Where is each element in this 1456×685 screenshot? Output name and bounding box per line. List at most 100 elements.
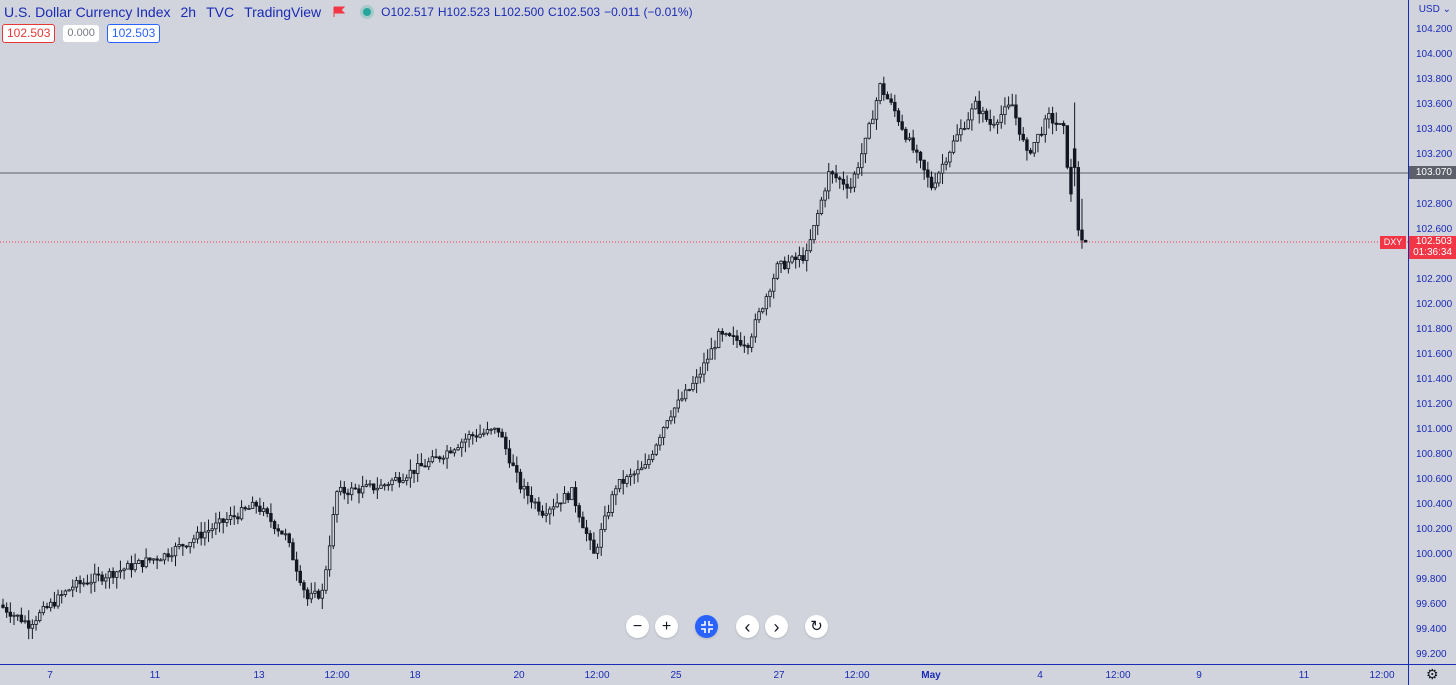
candle-body xyxy=(199,531,203,539)
candle-body xyxy=(691,382,695,390)
symbol-tag: DXY xyxy=(1380,236,1406,249)
candle-body xyxy=(896,110,901,123)
candle-body xyxy=(735,335,739,341)
candle-body xyxy=(999,114,1003,123)
time-axis[interactable] xyxy=(0,664,1408,685)
price-tick-label: 99.200 xyxy=(1416,649,1447,660)
candle-body xyxy=(438,456,442,460)
candle-body xyxy=(1065,125,1069,168)
candle-body xyxy=(364,484,369,487)
candle-body xyxy=(676,399,680,409)
candle-body xyxy=(628,474,633,478)
candle-body xyxy=(144,557,148,568)
candle-body xyxy=(441,457,446,460)
candle-body xyxy=(775,263,780,279)
candle-body xyxy=(592,539,596,554)
candle-body xyxy=(548,508,552,515)
candle-body xyxy=(1061,122,1066,127)
candle-body xyxy=(265,508,269,514)
candle-body xyxy=(757,311,761,321)
candle-body xyxy=(661,427,666,438)
candle-body xyxy=(841,178,846,185)
interval-label[interactable]: 2h xyxy=(180,4,197,20)
bid-badge[interactable]: 102.503 xyxy=(2,24,56,43)
candle-body xyxy=(1003,106,1007,115)
candle-body xyxy=(188,541,192,548)
candle-body xyxy=(181,544,185,547)
gear-icon[interactable]: ⚙ xyxy=(1426,666,1439,682)
candle-body xyxy=(67,589,71,592)
candle-body xyxy=(749,336,754,348)
crosshair-price-label: 103.070 xyxy=(1409,166,1456,179)
price-axis[interactable]: USD ⌄ ⌃ xyxy=(1408,0,1456,664)
candle-body xyxy=(581,516,585,529)
candle-body xyxy=(845,183,849,189)
countdown-timer: 01:36:34 xyxy=(1413,247,1452,258)
candle-body xyxy=(526,485,530,496)
candle-body xyxy=(551,506,556,510)
candle-body xyxy=(195,531,200,540)
chevron-right-icon: › xyxy=(773,616,780,637)
currency-selector[interactable]: USD ⌄ xyxy=(1418,4,1451,15)
price-chart[interactable] xyxy=(0,0,1408,664)
reset-scale-button[interactable] xyxy=(695,615,718,638)
candle-body xyxy=(544,513,548,516)
candle-body xyxy=(1047,113,1051,120)
price-tick-label: 104.000 xyxy=(1416,49,1453,60)
candle-body xyxy=(577,505,581,518)
candle-body xyxy=(305,589,310,600)
candle-body xyxy=(768,290,772,298)
time-tick-label: 25 xyxy=(670,670,682,681)
candle-body xyxy=(232,515,236,518)
symbol-legend: U.S. Dollar Currency Index 2h TVC Tradin… xyxy=(4,3,697,21)
candle-body xyxy=(170,555,174,558)
candle-body xyxy=(860,153,864,169)
time-tick-label: 18 xyxy=(409,670,421,681)
ask-badge[interactable]: 102.503 xyxy=(106,24,161,43)
candle-body xyxy=(1032,142,1036,154)
candle-body xyxy=(922,159,926,171)
price-tick-label: 100.800 xyxy=(1416,449,1453,460)
ohlc-high: H102.523 xyxy=(437,5,490,19)
symbol-name[interactable]: U.S. Dollar Currency Index xyxy=(4,4,171,20)
candle-body xyxy=(731,335,736,337)
candle-body xyxy=(856,167,860,175)
candle-body xyxy=(26,620,31,629)
candle-body xyxy=(786,261,791,270)
candle-body xyxy=(995,121,1000,125)
candle-body xyxy=(456,447,460,451)
candle-body xyxy=(463,438,468,443)
candle-body xyxy=(393,477,398,481)
scroll-left-button[interactable]: ‹ xyxy=(736,615,759,638)
candle-body xyxy=(148,557,152,561)
time-tick-label: May xyxy=(921,670,941,681)
time-tick-label: 12:00 xyxy=(324,670,350,681)
candle-body xyxy=(335,491,339,515)
zoom-in-button[interactable]: + xyxy=(655,615,678,638)
reset-icon: ↻ xyxy=(810,618,823,635)
candle-body xyxy=(801,255,805,261)
reset-chart-button[interactable]: ↻ xyxy=(805,615,828,638)
candle-body xyxy=(720,331,725,335)
candle-body xyxy=(1080,229,1084,241)
candle-body xyxy=(713,347,717,350)
scroll-right-button[interactable]: › xyxy=(765,615,788,638)
candle-body xyxy=(228,515,233,520)
market-status-icon[interactable] xyxy=(363,8,372,16)
candle-body xyxy=(973,100,978,110)
zoom-out-button[interactable]: − xyxy=(626,615,649,638)
candle-body xyxy=(375,487,380,491)
flag-icon[interactable] xyxy=(333,6,346,18)
candle-body xyxy=(115,571,119,578)
chevron-left-icon: ‹ xyxy=(744,616,751,637)
time-tick-label: 12:00 xyxy=(844,670,870,681)
candle-body xyxy=(269,513,273,522)
price-tick-label: 100.200 xyxy=(1416,524,1453,535)
candle-body xyxy=(500,431,504,438)
candle-body xyxy=(562,493,567,504)
settings-corner[interactable]: ⚙ xyxy=(1408,664,1456,685)
plus-icon: + xyxy=(661,617,672,635)
candle-body xyxy=(162,553,167,561)
candle-body xyxy=(15,614,20,617)
candle-body xyxy=(529,495,534,503)
